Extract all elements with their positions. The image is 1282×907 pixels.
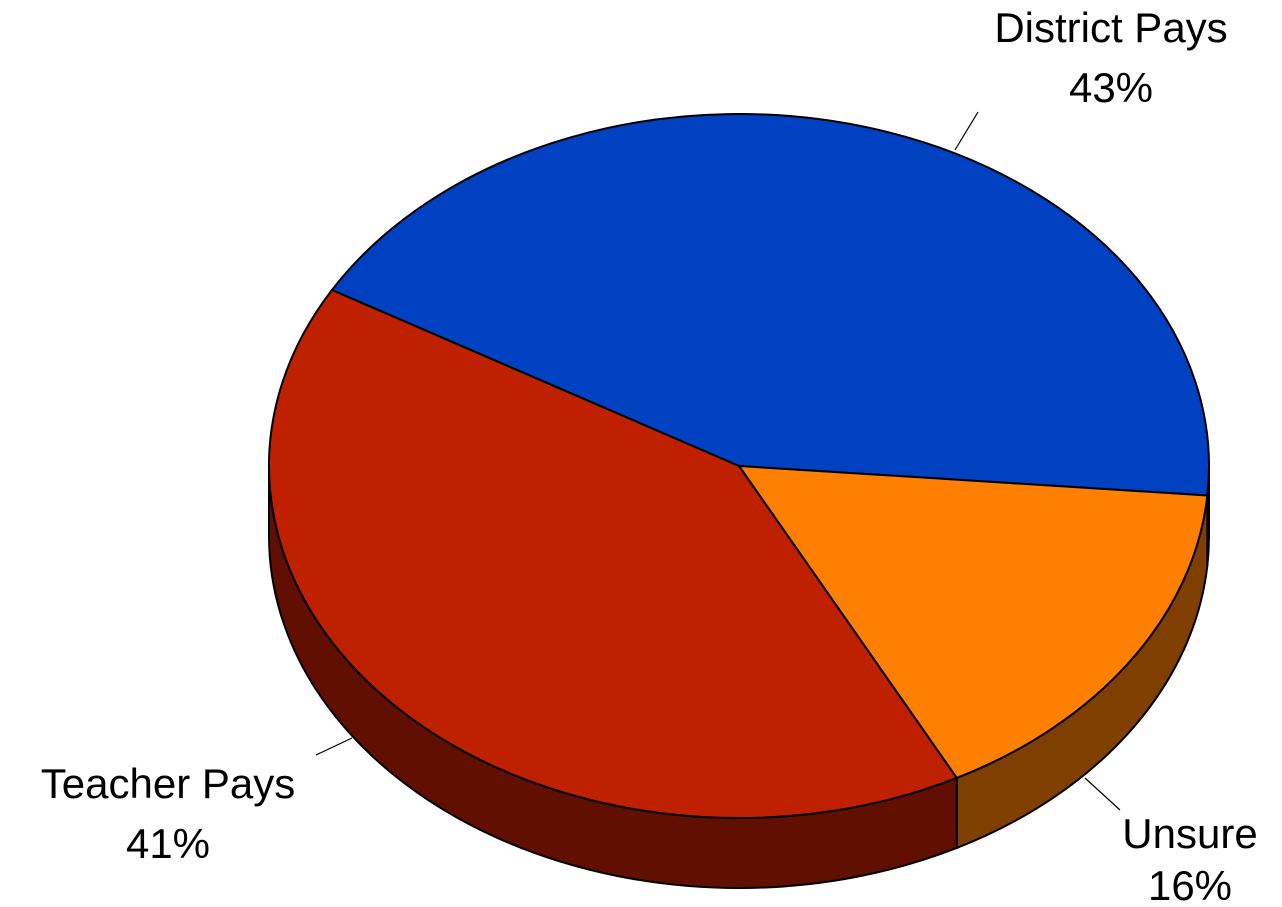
leader-lines: [315, 111, 1121, 811]
leader-line-unsure: [1084, 777, 1121, 811]
label-unsure: Unsure: [1122, 810, 1257, 857]
value-district-pays: 43%: [1069, 64, 1153, 111]
slice-unsure: [738, 465, 1209, 779]
slice-teacher-pays: [268, 289, 958, 819]
leader-line-teacher-pays: [315, 737, 353, 756]
value-unsure: 16%: [1148, 862, 1232, 907]
value-teacher-pays: 41%: [126, 820, 210, 867]
label-district-pays: District Pays: [994, 4, 1227, 51]
leader-line-district-pays: [954, 111, 979, 151]
label-teacher-pays: Teacher Pays: [41, 760, 295, 807]
slice-district-pays: [330, 113, 1210, 497]
pie-slices: [268, 113, 1210, 819]
